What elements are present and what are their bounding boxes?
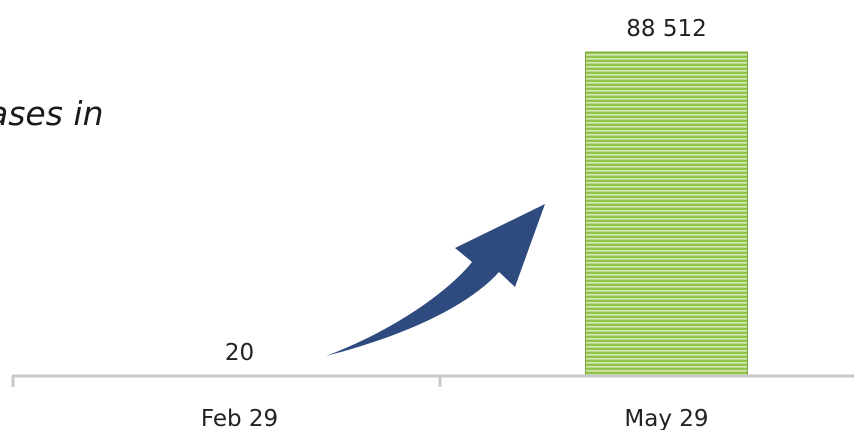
- data-label: 88 512: [626, 16, 706, 42]
- bars-layer: [158, 51, 748, 377]
- data-label: 20: [225, 340, 254, 366]
- x-tick-label: May 29: [624, 406, 708, 430]
- chart-title-fragment: ases in: [0, 94, 104, 133]
- labels-layer: 20 Feb 29 88 512 May 29: [201, 16, 709, 430]
- x-tick-label: Feb 29: [201, 406, 278, 430]
- growth-arrow-layer: [326, 204, 545, 356]
- bar: [585, 51, 748, 377]
- x-axis: [11, 374, 854, 387]
- growth-arrow-icon: [326, 204, 545, 356]
